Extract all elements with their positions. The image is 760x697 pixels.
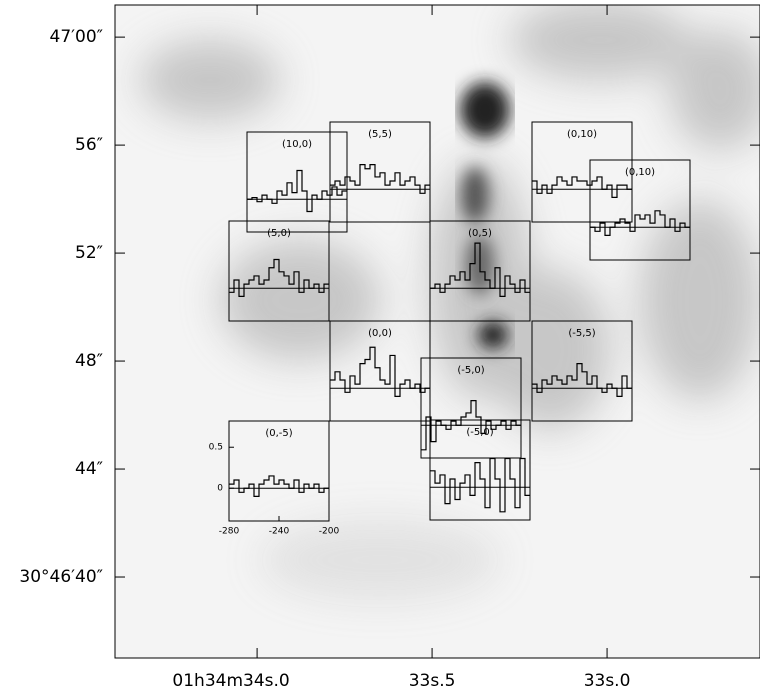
spectrum-line xyxy=(421,400,521,451)
y-tick-label: 0 xyxy=(217,484,223,494)
spectrum-panel: (0,10) xyxy=(589,159,691,261)
spectrum-panel: (-5,5) xyxy=(531,320,633,422)
panel-box xyxy=(429,220,531,322)
panel-label: (0,5) xyxy=(468,228,492,239)
panel-label: (10,0) xyxy=(282,139,312,150)
spectrum-panel: (0,10) xyxy=(531,121,633,223)
x-tick-label: 33s.0 xyxy=(584,671,631,691)
x-tick-label: 01h34m34s.0 xyxy=(172,671,289,691)
panel-box xyxy=(246,131,348,233)
spectrum-panel: (0,-5) -280 -240 -200 0 0.5 xyxy=(209,420,340,537)
panel-label: (5,0) xyxy=(267,228,291,239)
y-tick-label: 47′00″ xyxy=(50,27,103,47)
panel-label: (-5,0) xyxy=(466,427,493,438)
y-tick-label: 52″ xyxy=(75,243,103,263)
panel-box xyxy=(531,121,633,223)
spectrum-line xyxy=(532,363,632,398)
panel-box xyxy=(429,419,531,521)
spectrum-line xyxy=(430,457,530,513)
sky-image xyxy=(115,5,760,658)
panel-box xyxy=(531,320,633,422)
spectrum-panel: (0,5) xyxy=(429,220,531,322)
spectrum-panel: (-5,0) xyxy=(429,419,531,521)
y-tick-label: 30°46′40″ xyxy=(19,567,103,587)
spectrum-panel: (0,0) xyxy=(329,320,431,422)
y-tick-label: 56″ xyxy=(75,135,103,155)
spectrum-panel: (5,0) xyxy=(228,220,330,322)
spectrum-line xyxy=(430,242,530,298)
x-tick-label: -240 xyxy=(269,527,290,537)
y-tick-label: 0.5 xyxy=(209,443,223,453)
panel-label: (0,10) xyxy=(625,167,655,178)
x-tick-label: -280 xyxy=(219,527,240,537)
spectrum-line xyxy=(330,164,430,194)
frame xyxy=(114,4,760,659)
y-tick-label: 44″ xyxy=(75,459,103,479)
spectrum-panel: (5,5) xyxy=(329,121,431,223)
panel-label: (-5,5) xyxy=(568,328,595,339)
spectrum-panel: (-5,0) xyxy=(420,357,522,459)
x-tick-label: -200 xyxy=(319,527,340,537)
spectrum-line xyxy=(330,346,430,398)
spectrum-line xyxy=(532,176,632,199)
panel-box xyxy=(329,320,431,422)
spectrum-line xyxy=(590,210,690,237)
x-tick-label: 33s.5 xyxy=(409,671,456,691)
panel-label: (0,0) xyxy=(368,328,392,339)
spectrum-line xyxy=(229,258,329,298)
panel-label: (0,10) xyxy=(567,129,597,140)
panel-box xyxy=(420,357,522,459)
panel-box xyxy=(228,220,330,322)
spectrum-line xyxy=(229,475,329,498)
panel-box xyxy=(589,159,691,261)
panel-label: (0,-5) xyxy=(265,428,292,439)
y-tick-label: 48″ xyxy=(75,351,103,371)
panel-box xyxy=(329,121,431,223)
panel-label: (-5,0) xyxy=(457,365,484,376)
panel-label: (5,5) xyxy=(368,129,392,140)
